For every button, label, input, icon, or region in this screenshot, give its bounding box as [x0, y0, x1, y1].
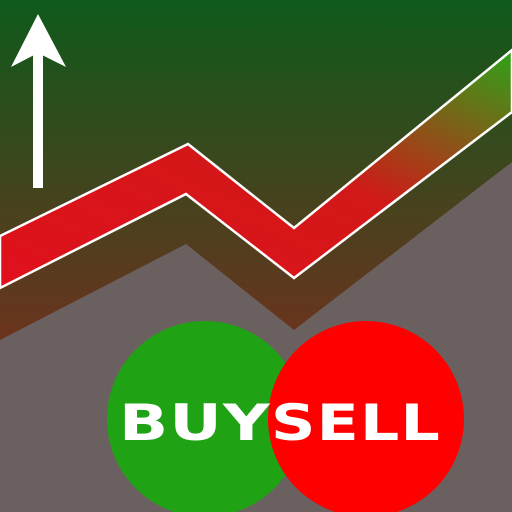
buy-label: BUY: [119, 394, 271, 452]
sell-button[interactable]: [268, 321, 464, 512]
buy-circle: [107, 321, 303, 512]
sell-circle: [268, 321, 464, 512]
sell-label: SELL: [271, 394, 441, 452]
trend-line-icon: [0, 48, 512, 290]
buy-button[interactable]: [107, 321, 303, 512]
up-arrow-icon: [11, 14, 66, 188]
